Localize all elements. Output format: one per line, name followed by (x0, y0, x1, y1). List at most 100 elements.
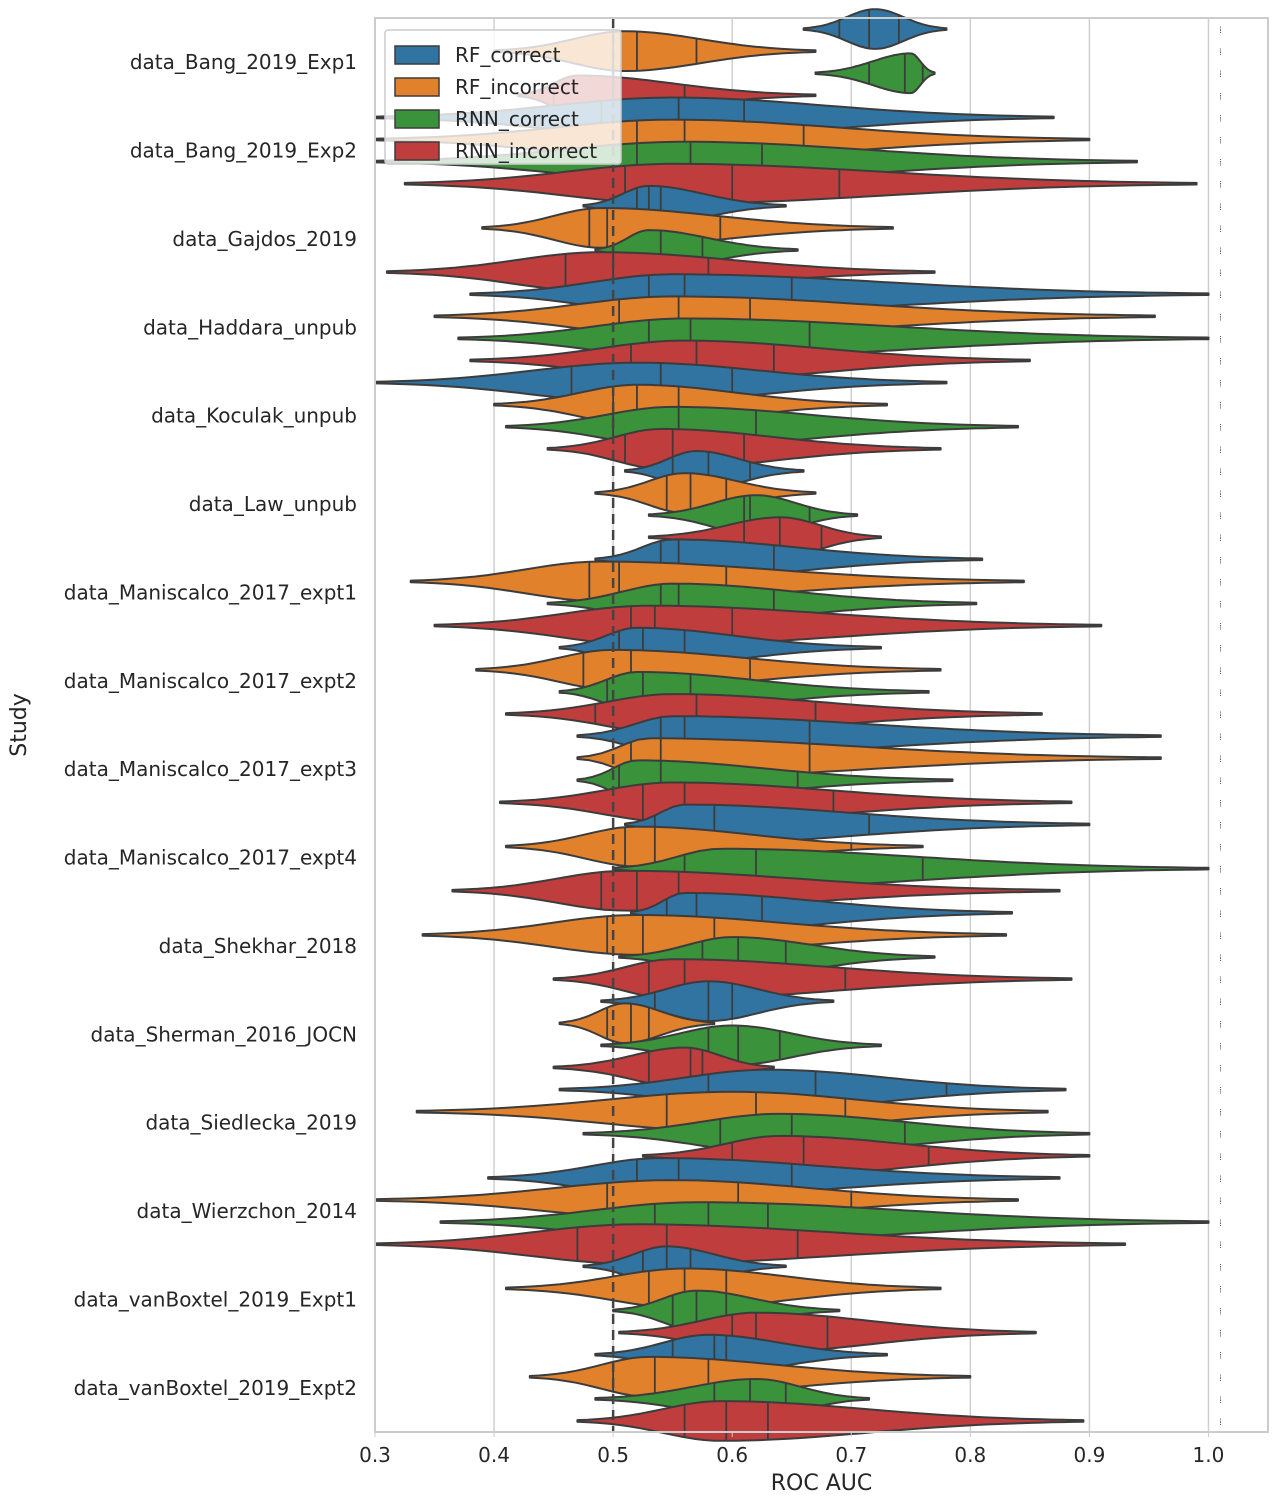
x-tick-label: 0.7 (835, 1443, 867, 1467)
legend-swatch (394, 77, 440, 97)
significance-dots: ⁞ (1219, 910, 1222, 920)
study-label: data_Koculak_unpub (151, 404, 357, 428)
violin-group (802, 8, 948, 50)
x-tick-label: 0.4 (478, 1443, 510, 1467)
significance-dots: ⁞ (1219, 1241, 1222, 1251)
violin-RF_incorrect (594, 472, 817, 514)
study-label: data_Siedlecka_2019 (145, 1111, 357, 1135)
significance-dots: ⁞ (1219, 866, 1222, 876)
significance-dots: ⁞ (1219, 1109, 1222, 1119)
significance-dots: ⁞ (1219, 844, 1222, 854)
significance-dots: ⁞ (1219, 424, 1222, 434)
significance-dots: ⁞ (1219, 1219, 1222, 1229)
study-label: data_Maniscalco_2017_expt2 (64, 669, 357, 693)
legend-box (384, 29, 622, 165)
significance-dots: ⁞ (1219, 1020, 1222, 1030)
significance-dots: ⁞ (1219, 468, 1222, 478)
x-tick-label: 0.8 (954, 1443, 986, 1467)
legend-label: RNN_correct (455, 107, 579, 131)
violin-group (814, 52, 936, 95)
significance-dots: ⁞ (1219, 1418, 1222, 1428)
significance-dots: ⁞ (1219, 821, 1222, 831)
significance-dots: ⁞ (1219, 159, 1222, 169)
legend-label: RNN_incorrect (455, 139, 597, 163)
significance-dots: ⁞ (1219, 1352, 1222, 1362)
significance-dots: ⁞ (1219, 600, 1222, 610)
violin-RF_incorrect (558, 1002, 716, 1045)
significance-dots: ⁞ (1219, 203, 1222, 213)
legend-swatch (394, 45, 440, 65)
study-label: data_Shekhar_2018 (159, 934, 357, 958)
significance-dots: ⁞ (1219, 26, 1222, 36)
study-label: data_Haddara_unpub (143, 315, 357, 339)
significance-dots: ⁞ (1219, 1307, 1222, 1317)
significance-dots: ⁞ (1219, 70, 1222, 80)
legend-label: RF_correct (455, 43, 561, 67)
significance-dots: ⁞ (1219, 976, 1222, 986)
significance-dots: ⁞ (1219, 1285, 1222, 1295)
significance-dots: ⁞ (1219, 335, 1222, 345)
significance-dots: ⁞ (1219, 1042, 1222, 1052)
significance-markers: ⁞ ⁞ ⁞ ⁞ ⁞ ⁞ ⁞ ⁞ ⁞ ⁞ ⁞ ⁞ ⁞ ⁞ ⁞ ⁞ ⁞ ⁞ ⁞ ⁞ ⁞ ⁞ ⁞ ⁞ ⁞ ⁞ ⁞ ⁞ ⁞ ⁞ ⁞ ⁞ ⁞ ⁞ ⁞ ⁞ ⁞ ⁞ ⁞ ⁞… (1219, 26, 1222, 1428)
significance-dots: ⁞ (1219, 380, 1222, 390)
x-tick-label: 0.6 (716, 1443, 748, 1467)
significance-dots: ⁞ (1219, 512, 1222, 522)
significance-dots: ⁞ (1219, 313, 1222, 323)
plot-frame (374, 17, 1269, 1433)
y-tick-labels: data_Bang_2019_Exp1 data_Bang_2019_Exp2da… (64, 50, 357, 1400)
study-label: data_vanBoxtel_2019_Expt2 (74, 1376, 357, 1400)
significance-dots: ⁞ (1219, 711, 1222, 721)
significance-dots: ⁞ (1219, 1396, 1222, 1406)
study-label: data_Maniscalco_2017_expt3 (64, 757, 357, 781)
significance-dots: ⁞ (1219, 92, 1222, 102)
significance-dots: ⁞ (1219, 181, 1222, 191)
significance-dots: ⁞ (1219, 48, 1222, 58)
significance-dots: ⁞ (1219, 1064, 1222, 1074)
significance-dots: ⁞ (1219, 402, 1222, 412)
y-axis-title: Study (7, 693, 32, 757)
x-tick-label: 0.5 (597, 1443, 629, 1467)
significance-dots: ⁞ (1219, 357, 1222, 367)
study-label: data_Maniscalco_2017_expt1 (64, 580, 357, 604)
significance-dots: ⁞ (1219, 998, 1222, 1008)
legend: RF_correct RF_incorrect RNN_correct RNN_inc… (384, 29, 622, 165)
significance-dots: ⁞ (1219, 114, 1222, 124)
significance-dots: ⁞ (1219, 556, 1222, 566)
significance-dots: ⁞ (1219, 225, 1222, 235)
significance-dots: ⁞ (1219, 667, 1222, 677)
study-label: data_Maniscalco_2017_expt4 (64, 846, 357, 870)
significance-dots: ⁞ (1219, 1330, 1222, 1340)
significance-dots: ⁞ (1219, 888, 1222, 898)
significance-dots: ⁞ (1219, 799, 1222, 809)
significance-dots: ⁞ (1219, 1197, 1222, 1207)
significance-dots: ⁞ (1219, 446, 1222, 456)
study-label: data_vanBoxtel_2019_Expt1 (74, 1287, 357, 1311)
significance-dots: ⁞ (1219, 645, 1222, 655)
violin-group (421, 914, 1008, 956)
significance-dots: ⁞ (1219, 291, 1222, 301)
x-tick-label: 0.9 (1073, 1443, 1105, 1467)
significance-dots: ⁞ (1219, 490, 1222, 500)
significance-dots: ⁞ (1219, 623, 1222, 633)
study-label: data_Bang_2019_Exp2 (130, 139, 357, 163)
study-label: data_Sherman_2016_JOCN (91, 1022, 357, 1046)
legend-label: RF_incorrect (455, 75, 579, 99)
significance-dots: ⁞ (1219, 1087, 1222, 1097)
x-axis-title: ROC AUC (771, 1471, 872, 1496)
legend-swatch (394, 141, 440, 161)
significance-dots: ⁞ (1219, 777, 1222, 787)
significance-dots: ⁞ (1219, 269, 1222, 279)
x-tick-labels: 0.3 0.4 0.5 0.6 0.7 0.8 0.9 1.0 (359, 1432, 1224, 1467)
significance-dots: ⁞ (1219, 755, 1222, 765)
significance-dots: ⁞ (1219, 578, 1222, 588)
violin-RF_correct (802, 8, 948, 50)
study-label: data_Law_unpub (189, 492, 357, 516)
significance-dots: ⁞ (1219, 932, 1222, 942)
significance-dots: ⁞ (1219, 954, 1222, 964)
study-label: data_Gajdos_2019 (172, 227, 357, 251)
study-label: data_Bang_2019_Exp1 (130, 50, 357, 74)
significance-dots: ⁞ (1219, 1153, 1222, 1163)
violin-RNN_incorrect (576, 1400, 1085, 1442)
violin-group (558, 1002, 716, 1045)
